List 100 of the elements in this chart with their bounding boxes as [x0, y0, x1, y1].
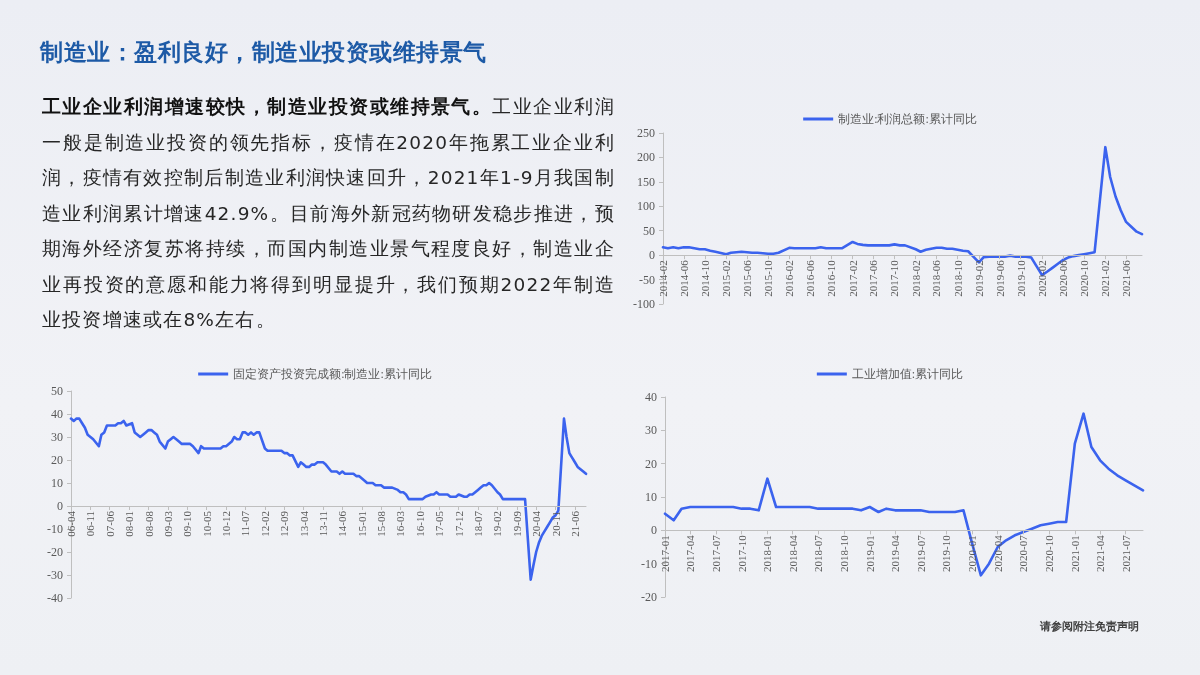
- x-tick-label: 2020-02: [1036, 260, 1049, 297]
- y-tick-label: 20: [645, 456, 657, 471]
- y-tick-label: -50: [639, 272, 655, 287]
- x-tick-label: 2021-07: [1119, 534, 1132, 573]
- x-tick-label: 13-04: [297, 510, 310, 537]
- x-tick-label: 2018-04: [786, 534, 799, 573]
- x-tick-label: 15-08: [375, 510, 388, 537]
- y-tick-label: 30: [645, 423, 657, 438]
- y-tick-label: -30: [47, 568, 63, 582]
- x-tick-label: 08-01: [123, 511, 136, 537]
- x-tick-label: 16-10: [413, 510, 426, 537]
- y-tick-label: 20: [51, 453, 63, 467]
- y-tick-label: -100: [633, 297, 655, 311]
- x-tick-label: 15-01: [355, 511, 368, 537]
- x-tick-label: 11-07: [239, 510, 252, 537]
- x-tick-label: 2020-04: [991, 534, 1004, 573]
- x-tick-label: 2021-06: [1120, 259, 1133, 297]
- legend-label: 制造业:利润总额:累计同比: [838, 112, 977, 126]
- x-tick-label: 2014-10: [698, 259, 711, 297]
- x-tick-label: 20-11: [549, 511, 562, 537]
- y-tick-label: -10: [641, 556, 657, 571]
- x-tick-label: 2020-06: [1056, 259, 1069, 297]
- y-tick-label: -20: [641, 590, 657, 604]
- y-tick-label: 30: [51, 430, 63, 444]
- x-tick-label: 17-05: [433, 510, 446, 537]
- x-tick-label: 21-06: [568, 510, 581, 537]
- x-tick-label: 2016-10: [825, 259, 838, 297]
- y-tick-label: 200: [637, 150, 655, 165]
- x-tick-label: 2015-06: [740, 259, 753, 297]
- x-tick-label: 2019-01: [863, 535, 876, 573]
- y-tick-label: -40: [47, 591, 63, 605]
- x-tick-label: 2015-10: [762, 259, 774, 297]
- x-tick-label: 2020-10: [1078, 259, 1091, 297]
- x-tick-label: 2021-04: [1094, 534, 1107, 573]
- x-tick-label: 2019-04: [889, 534, 902, 573]
- x-tick-label: 13-11: [317, 511, 330, 537]
- legend-label: 固定资产投资完成额:制造业:累计同比: [233, 367, 432, 381]
- x-tick-label: 12-02: [258, 511, 271, 537]
- text: 请参阅附注免责声明: [1040, 619, 1139, 634]
- x-tick-label: 10-05: [200, 510, 213, 537]
- y-tick-label: 0: [651, 523, 657, 538]
- x-tick-label: 2017-07: [709, 534, 722, 573]
- x-tick-label: 2018-10: [951, 259, 964, 297]
- x-tick-label: 2019-06: [993, 259, 1006, 297]
- x-tick-label: 14-06: [336, 510, 349, 537]
- x-tick-label: 2019-10: [1014, 259, 1027, 297]
- x-tick-label: 09-03: [161, 510, 174, 537]
- x-tick-label: 2018-02: [909, 260, 922, 297]
- x-tick-label: 19-09: [510, 510, 523, 537]
- x-tick-label: 2020-10: [1043, 534, 1056, 573]
- x-tick-label: 2018-06: [930, 259, 943, 297]
- y-tick-label: 10: [645, 490, 657, 504]
- x-tick-label: 10-12: [220, 511, 233, 537]
- y-tick-label: 10: [51, 476, 63, 490]
- x-tick-label: 20-04: [530, 510, 543, 537]
- x-tick-label: 2017-02: [846, 260, 859, 297]
- x-tick-label: 2019-10: [940, 534, 953, 573]
- x-tick-label: 2016-02: [783, 260, 796, 297]
- y-tick-label: 50: [643, 223, 655, 238]
- legend-label: 工业增加值:累计同比: [851, 367, 964, 381]
- y-tick-label: -20: [47, 545, 63, 559]
- y-tick-label: 100: [637, 199, 655, 214]
- x-tick-label: 18-07: [471, 510, 484, 537]
- text: 工业企业利润增速较快，制造业投资或维持景气。: [42, 96, 493, 117]
- x-tick-label: 2021-01: [1068, 535, 1081, 573]
- x-tick-label: 2018-01: [761, 535, 774, 573]
- x-tick-label: 19-02: [491, 511, 504, 537]
- x-tick-label: 17-12: [452, 511, 465, 537]
- x-tick-label: 2016-06: [804, 259, 817, 297]
- x-tick-label: 09-10: [181, 510, 194, 537]
- x-tick-label: 2019-07: [914, 534, 927, 573]
- x-tick-label: 06-04: [65, 510, 77, 537]
- y-tick-label: 40: [51, 407, 63, 421]
- x-tick-label: 2015-02: [720, 260, 733, 297]
- x-tick-label: 2020-07: [1017, 534, 1030, 573]
- y-tick-label: 50: [51, 384, 63, 398]
- y-tick-label: 0: [649, 248, 655, 263]
- x-tick-label: 2018-07: [812, 534, 825, 573]
- x-tick-label: 2021-02: [1099, 260, 1112, 297]
- x-tick-label: 2017-01: [659, 535, 671, 573]
- text: 制造业：盈利良好，制造业投资或维持景气: [40, 38, 488, 67]
- x-tick-label: 16-03: [394, 510, 407, 537]
- x-tick-label: 08-08: [142, 510, 155, 537]
- x-tick-label: 2017-06: [867, 259, 880, 297]
- x-tick-label: 2017-10: [735, 534, 748, 573]
- y-tick-label: -10: [47, 522, 63, 536]
- y-tick-label: 250: [637, 126, 655, 140]
- line-series: [69, 417, 588, 581]
- x-tick-label: 2019-02: [972, 260, 985, 297]
- x-tick-label: 2017-04: [684, 534, 697, 573]
- x-tick-label: 2014-02: [657, 260, 669, 297]
- x-tick-label: 2018-10: [837, 534, 850, 573]
- x-tick-label: 06-11: [84, 511, 97, 537]
- x-tick-label: 2017-10: [888, 259, 901, 297]
- line-series: [663, 412, 1145, 577]
- x-tick-label: 2014-06: [677, 259, 690, 297]
- y-tick-label: 40: [645, 390, 657, 404]
- x-tick-label: 2020-01: [966, 535, 979, 573]
- y-tick-label: 150: [637, 174, 655, 189]
- x-tick-label: 07-06: [103, 510, 116, 537]
